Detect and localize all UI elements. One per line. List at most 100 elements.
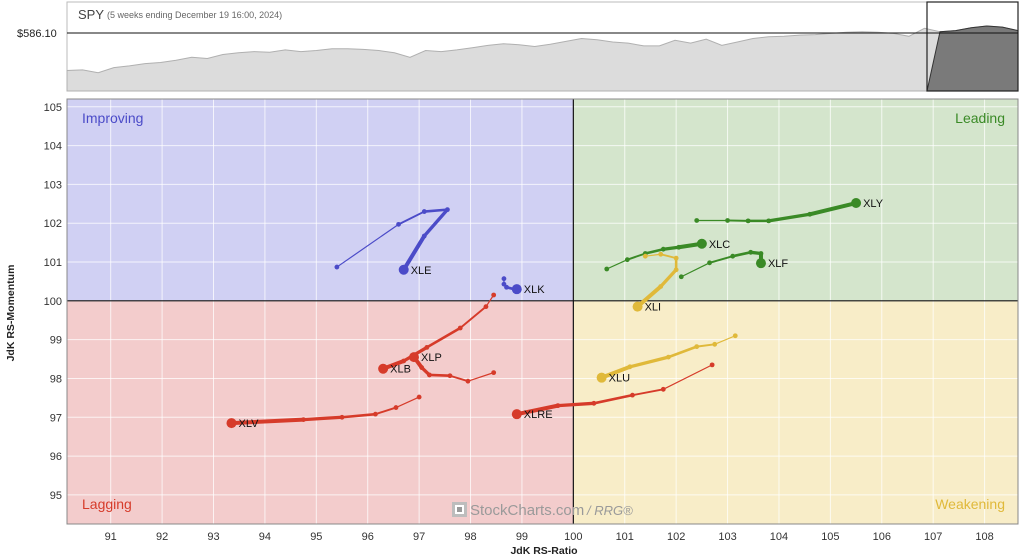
tail-xlp[interactable]: XLP — [408, 352, 497, 384]
quadrant-label-improving: Improving — [82, 110, 143, 126]
tail-point — [427, 372, 432, 378]
x-tick-label: 104 — [770, 531, 788, 543]
plot-frame — [66, 98, 1019, 525]
x-tick-label: 103 — [718, 531, 736, 543]
tail-label: XLE — [411, 265, 432, 277]
x-tick-label: 99 — [516, 531, 528, 543]
tail-point — [373, 411, 378, 417]
tail-xlb[interactable]: XLB — [378, 292, 497, 376]
tail-head-point[interactable] — [851, 198, 862, 209]
tail-head-point[interactable] — [596, 372, 607, 383]
x-tick-label: 102 — [667, 531, 685, 543]
benchmark-subtitle: (5 weeks ending December 19 16:00, 2024) — [107, 10, 282, 20]
tail-label: XLB — [390, 364, 411, 376]
tail-point — [694, 218, 700, 223]
tail-point — [624, 257, 630, 263]
tail-segment — [592, 393, 634, 405]
y-tick-label: 96 — [50, 451, 62, 463]
tail-point — [339, 414, 345, 420]
tail-point — [301, 417, 306, 422]
tail-head-point[interactable] — [632, 301, 643, 312]
tail-head-point[interactable] — [378, 363, 389, 374]
tail-point — [447, 373, 453, 379]
tail-point — [807, 211, 813, 217]
benchmark-price-label: $586.10 — [17, 28, 57, 40]
y-axis-title: JdK RS-Momentum — [5, 265, 17, 362]
x-tick-label: 101 — [616, 531, 634, 543]
tail-point — [604, 266, 610, 272]
tail-xlu[interactable]: XLU — [596, 333, 738, 385]
tail-segment — [708, 255, 734, 264]
tail-segment — [644, 253, 662, 257]
center-lines — [67, 99, 1018, 524]
tail-head-point[interactable] — [398, 264, 409, 275]
tail-label: XLY — [863, 198, 884, 210]
tail-xlv[interactable]: XLV — [226, 394, 422, 430]
tail-xlc[interactable]: XLC — [604, 238, 730, 272]
tail-segment — [428, 373, 452, 378]
tail-label: XLV — [238, 418, 259, 430]
y-tick-label: 100 — [44, 296, 62, 308]
tail-label: XLRE — [524, 409, 553, 421]
y-axis-ticks: 95 96 97 98 99 100 101 102 103 104 105 — [44, 102, 62, 502]
tail-segment — [374, 406, 397, 416]
tail-segment — [514, 403, 560, 417]
tail-segment — [606, 259, 628, 270]
tail-label: XLK — [524, 284, 545, 296]
tail-head-point[interactable] — [511, 284, 522, 295]
tail-segment — [422, 208, 449, 213]
x-tick-label: 108 — [975, 531, 993, 543]
tail-point — [766, 218, 772, 224]
tail-xlf[interactable]: XLF — [678, 249, 789, 280]
benchmark-window — [926, 1, 1019, 92]
tail-segment — [644, 247, 665, 255]
tail-point — [758, 251, 764, 256]
tail-label: XLI — [645, 302, 662, 314]
x-axis-ticks: 91 92 93 94 95 96 97 98 99 100 101 102 103 104 105 106 1… — [105, 531, 994, 543]
quadrants — [67, 99, 1018, 524]
tail-point — [396, 221, 401, 227]
tail-point — [712, 341, 718, 347]
tail-segment — [599, 364, 632, 380]
y-tick-label: 104 — [44, 141, 62, 153]
tail-point — [658, 251, 664, 257]
tail-point — [555, 403, 561, 409]
tail-segment — [459, 305, 487, 329]
tail-xlre[interactable]: XLRE — [511, 362, 715, 421]
tail-head-point[interactable] — [696, 238, 707, 249]
tail-segment — [731, 251, 752, 258]
tail-point — [457, 325, 463, 331]
quadrant-label-lagging: Lagging — [82, 496, 132, 512]
tail-point — [445, 207, 450, 213]
tail-head-point[interactable] — [511, 409, 522, 420]
tail-point — [393, 405, 399, 410]
x-tick-label: 91 — [105, 531, 117, 543]
tail-segment — [402, 345, 429, 363]
tail-segment — [336, 223, 400, 268]
tail-point — [401, 358, 407, 364]
tail-head-point[interactable] — [226, 418, 237, 429]
tail-xli[interactable]: XLI — [632, 251, 679, 314]
tail-point — [694, 344, 700, 350]
tail-xly[interactable]: XLY — [694, 198, 884, 224]
tail-xlk[interactable]: XLK — [501, 276, 546, 296]
tail-point — [591, 400, 597, 406]
watermark-brand: StockCharts.com — [470, 502, 584, 519]
x-tick-label: 92 — [156, 531, 168, 543]
quadrant-leading — [573, 99, 1018, 301]
tail-head-point[interactable] — [755, 258, 766, 269]
quadrant-improving — [67, 99, 574, 301]
tail-xle[interactable]: XLE — [334, 207, 450, 277]
tail-point — [678, 274, 684, 280]
tail-segment — [340, 412, 377, 419]
tail-point — [673, 255, 679, 261]
tail-segment — [301, 415, 344, 422]
tail-label: XLF — [768, 258, 788, 270]
x-tick-label: 107 — [924, 531, 942, 543]
x-tick-label: 95 — [310, 531, 322, 543]
tail-point — [334, 264, 340, 270]
rotation-tails: XLY XLC XLF XLI XLU XLRE XLP XLB XLV XLE XLK — [226, 198, 884, 430]
y-tick-label: 95 — [50, 490, 62, 502]
tail-segment — [628, 355, 671, 369]
